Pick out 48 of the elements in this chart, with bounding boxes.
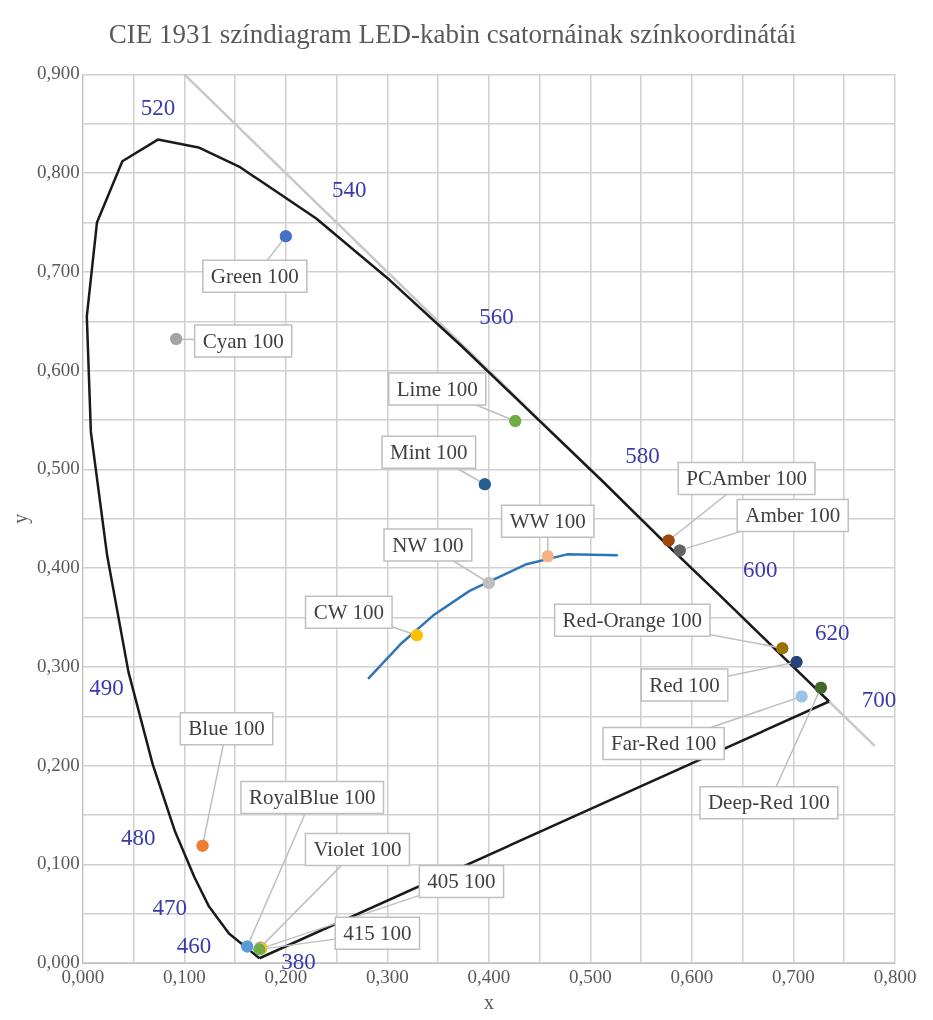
y-tick-label: 0,900 xyxy=(37,62,80,84)
annotation: 580 xyxy=(625,443,660,469)
text: Deep-Red 100 xyxy=(707,790,830,815)
y-tick-label: 0,600 xyxy=(37,358,80,380)
x-tick-label: 0,100 xyxy=(162,965,206,987)
y-tick-label: 0,500 xyxy=(37,457,80,479)
x-tick-label: 0,800 xyxy=(873,965,917,987)
x-tick-label: 0,500 xyxy=(569,965,612,987)
series-label: Cyan 100 xyxy=(202,328,284,353)
text: Red-Orange 100 xyxy=(562,607,702,632)
series-label: Mint 100 xyxy=(390,439,468,464)
text: 405 100 xyxy=(427,868,496,893)
series-label: CW 100 xyxy=(313,599,384,624)
annotation: 490 xyxy=(89,674,124,700)
annotation: 700 xyxy=(861,686,897,712)
series-label: Green 100 xyxy=(210,263,299,288)
annotation: 470 xyxy=(152,894,187,920)
chart-title: CIE 1931 színdiagram LED-kabin csatornáinak színkoordinátái xyxy=(108,19,797,50)
text: Red 100 xyxy=(649,672,720,697)
series-label: WW 100 xyxy=(509,508,586,533)
y-tick-label: 0,300 xyxy=(37,654,80,676)
y-tick-label: 0,800 xyxy=(37,161,80,183)
text: RoyalBlue 100 xyxy=(248,784,376,809)
annotation: 520 xyxy=(140,94,176,120)
text: Violet 100 xyxy=(313,836,402,861)
annotation: 560 xyxy=(479,304,514,330)
text: PCAmber 100 xyxy=(686,466,807,491)
annotation: 620 xyxy=(815,620,850,646)
series-label: Lime 100 xyxy=(396,376,478,401)
x-tick-label: 0,700 xyxy=(772,965,815,987)
series-label: NW 100 xyxy=(392,532,464,557)
x-tick-label: 0,300 xyxy=(365,965,409,987)
text: 415 100 xyxy=(343,920,412,945)
y-tick-label: 0,400 xyxy=(37,556,80,578)
text: Blue 100 xyxy=(188,716,265,741)
annotation: 460 xyxy=(176,932,212,958)
y-tick-label: 0,700 xyxy=(37,259,80,281)
annotation: 540 xyxy=(332,176,367,202)
text: Far-Red 100 xyxy=(611,731,717,756)
x-axis-title: x xyxy=(483,991,494,1014)
annotation: 480 xyxy=(120,824,156,850)
text: Amber 100 xyxy=(745,502,841,527)
y-tick-label: 0,200 xyxy=(37,753,80,775)
y-axis-title: y xyxy=(9,513,33,524)
annotation: 600 xyxy=(743,556,778,582)
x-tick-label: 0,400 xyxy=(467,965,511,987)
y-tick-label: 0,100 xyxy=(37,852,80,874)
x-tick-label: 0,600 xyxy=(670,965,714,987)
